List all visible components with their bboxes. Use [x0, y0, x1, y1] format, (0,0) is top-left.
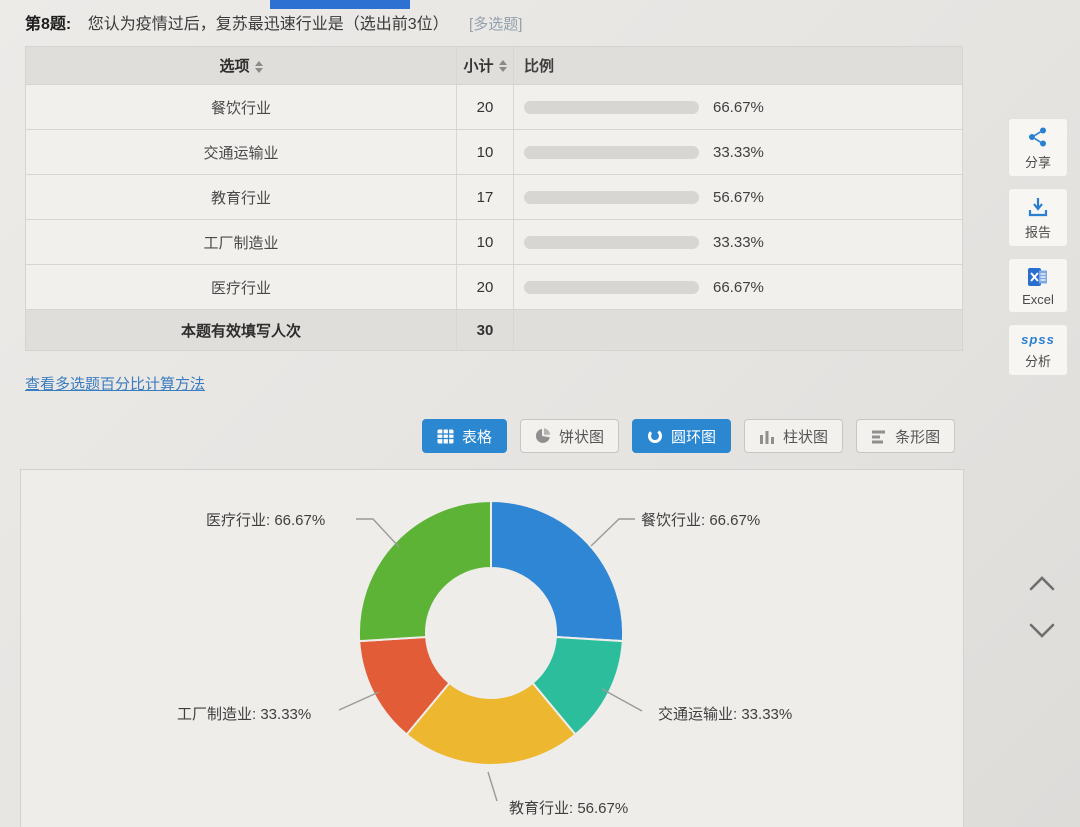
ratio-percent: 33.33% — [713, 143, 764, 161]
share-label: 分享 — [1024, 155, 1051, 170]
tab-label: 圆环图 — [671, 428, 717, 446]
sort-icon[interactable] — [498, 59, 507, 72]
chart-type-tabs: 表格 饼状图 圆环图 柱状图 条形图 — [422, 419, 956, 453]
count-cell: 10 — [456, 130, 514, 174]
scroll-controls — [1022, 572, 1062, 668]
ratio-bar-track — [524, 280, 699, 294]
donut-chart-icon — [648, 429, 663, 443]
footer-label: 本题有效填写人次 — [180, 322, 301, 340]
question-header: 第8题: 您认为疫情过后，复苏最迅速行业是（选出前3位） [多选题] — [25, 10, 522, 34]
ratio-percent: 56.67% — [713, 188, 764, 206]
multi-choice-percent-help-link[interactable]: 查看多选题百分比计算方法 — [25, 376, 206, 393]
ratio-cell: 33.33% — [514, 144, 962, 161]
analyze-label: 分析 — [1024, 354, 1051, 369]
donut-chart — [338, 499, 643, 802]
slice-label-yiliao: 医疗行业: 66.67% — [206, 512, 326, 529]
donut-slice-3[interactable] — [405, 681, 577, 767]
pie-chart-icon — [535, 428, 551, 443]
slice-label-jiaotong: 交通运输业: 33.33% — [658, 706, 793, 723]
results-table: 选项 小计 比例 餐饮行业 20 66.67% 交通运输业 10 33.33% … — [25, 46, 963, 351]
share-icon — [1029, 127, 1046, 147]
option-cell: 工厂制造业 — [203, 234, 279, 252]
donut-chart-panel: 餐饮行业: 66.67% 交通运输业: 33.33% 教育行业: 56.67% … — [20, 469, 964, 827]
tab-table[interactable]: 表格 — [422, 419, 508, 453]
table-row: 工厂制造业 10 33.33% — [26, 220, 962, 265]
chevron-down-icon[interactable] — [1022, 620, 1062, 642]
column-header-option: 选项 — [26, 55, 456, 76]
ratio-cell: 33.33% — [514, 234, 962, 251]
spss-analyze-button[interactable]: spss 分析 — [1008, 324, 1068, 376]
tab-donut-chart[interactable]: 圆环图 — [632, 419, 732, 453]
share-button[interactable]: 分享 — [1008, 118, 1068, 177]
table-icon — [437, 429, 454, 443]
chevron-up-icon[interactable] — [1022, 572, 1062, 594]
footer-count: 30 — [456, 310, 514, 350]
option-cell: 医疗行业 — [210, 279, 271, 297]
excel-button[interactable]: Excel — [1008, 258, 1068, 313]
column-header-ratio: 比例 — [524, 58, 555, 75]
slice-label-jiaoyu: 教育行业: 56.67% — [509, 800, 629, 817]
tab-bar-chart[interactable]: 条形图 — [856, 419, 956, 453]
ratio-bar-track — [524, 235, 699, 249]
leader-lines — [338, 518, 643, 802]
count-cell: 17 — [456, 175, 514, 219]
spss-logo: spss — [1021, 332, 1055, 347]
question-number: 第8题: — [25, 16, 72, 33]
tab-label: 饼状图 — [559, 428, 605, 446]
count-cell: 20 — [456, 85, 514, 129]
ratio-bar-track — [524, 145, 699, 159]
ratio-percent: 66.67% — [713, 278, 764, 296]
donut-slice-1[interactable] — [490, 499, 625, 643]
ratio-bar-track — [524, 100, 699, 114]
tab-label: 条形图 — [895, 428, 941, 446]
question-text: 您认为疫情过后，复苏最迅速行业是（选出前3位） — [87, 16, 449, 33]
table-header-row: 选项 小计 比例 — [26, 47, 962, 85]
sort-icon[interactable] — [254, 61, 263, 74]
ratio-percent: 33.33% — [713, 233, 764, 251]
table-footer-row: 本题有效填写人次 30 — [26, 310, 962, 351]
option-cell: 教育行业 — [210, 189, 271, 207]
table-row: 交通运输业 10 33.33% — [26, 130, 962, 175]
ratio-bar-track — [524, 190, 699, 204]
table-row: 医疗行业 20 66.67% — [26, 265, 962, 310]
top-blue-strip — [270, 0, 410, 9]
tab-column-chart[interactable]: 柱状图 — [744, 419, 844, 453]
excel-label: Excel — [1022, 292, 1054, 307]
slice-label-gongchang: 工厂制造业: 33.33% — [177, 706, 312, 723]
download-report-icon — [1028, 198, 1048, 217]
donut-slice-5[interactable] — [357, 499, 492, 643]
tool-rail: 分享 报告 Excel spss 分析 — [1008, 118, 1068, 376]
option-cell: 交通运输业 — [203, 144, 279, 162]
tab-pie-chart[interactable]: 饼状图 — [520, 419, 620, 453]
tab-label: 柱状图 — [783, 428, 829, 446]
count-cell: 20 — [456, 265, 514, 309]
ratio-cell: 66.67% — [514, 279, 962, 296]
table-row: 教育行业 17 56.67% — [26, 175, 962, 220]
tab-label: 表格 — [462, 428, 493, 446]
excel-icon — [1028, 268, 1047, 286]
ratio-cell: 66.67% — [514, 99, 962, 116]
bar-chart-icon — [872, 430, 886, 443]
ratio-cell: 56.67% — [514, 189, 962, 206]
option-cell: 餐饮行业 — [210, 99, 271, 117]
report-button[interactable]: 报告 — [1008, 188, 1068, 247]
ratio-percent: 66.67% — [713, 98, 764, 116]
count-cell: 10 — [456, 220, 514, 264]
slice-label-canyin: 餐饮行业: 66.67% — [641, 512, 761, 529]
report-label: 报告 — [1024, 225, 1051, 240]
question-type-tag: [多选题] — [469, 16, 523, 33]
column-chart-icon — [760, 430, 775, 444]
table-row: 餐饮行业 20 66.67% — [26, 85, 962, 130]
column-header-count: 小计 — [456, 47, 514, 84]
